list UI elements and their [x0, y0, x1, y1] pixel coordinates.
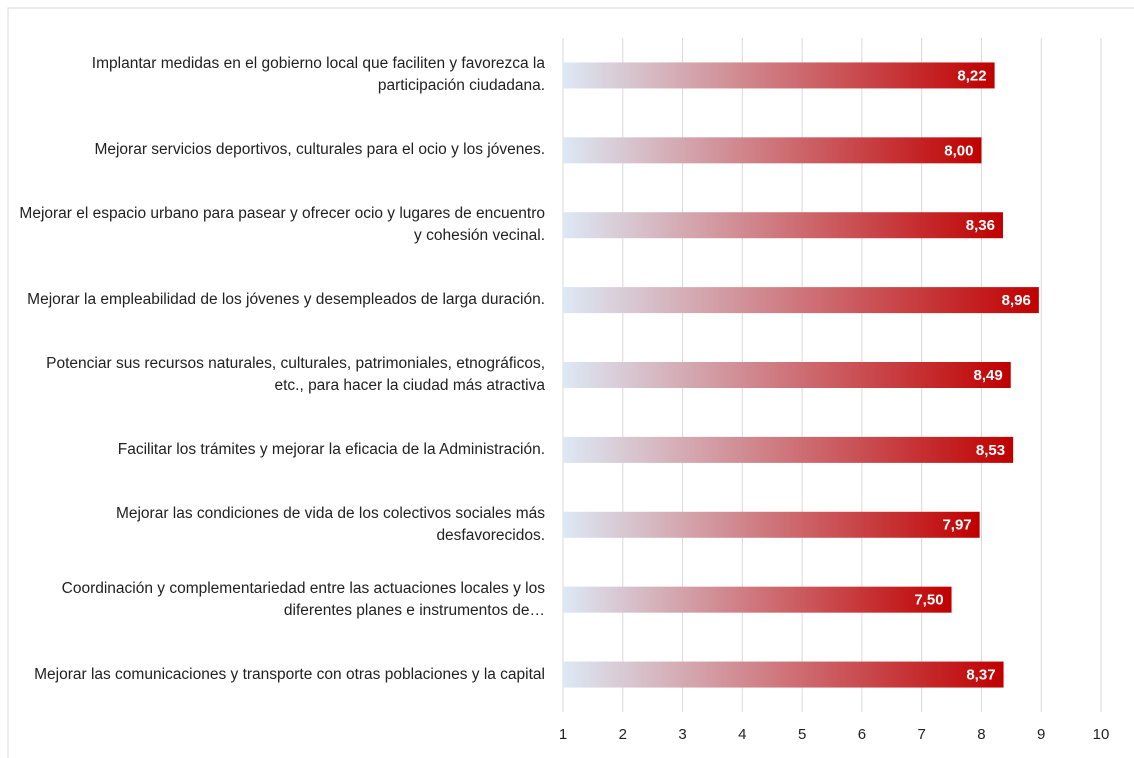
category-label: Coordinación y complementariedad entre l… — [61, 579, 545, 619]
value-label: 8,37 — [966, 667, 995, 684]
x-tick-label: 2 — [619, 726, 627, 743]
category-label: Mejorar la empleabilidad de los jóvenes … — [27, 291, 545, 309]
value-label: 8,00 — [944, 142, 973, 159]
x-tick-label: 6 — [858, 726, 866, 743]
category-label: Facilitar los trámites y mejorar la efic… — [117, 440, 545, 458]
value-label: 8,49 — [974, 367, 1003, 384]
frame — [7, 7, 1134, 758]
value-label: 8,96 — [1002, 292, 1031, 309]
bar — [563, 511, 980, 538]
category-label: Mejorar las comunicaciones y transporte … — [34, 665, 545, 683]
x-tick-label: 1 — [559, 726, 567, 743]
bar — [563, 586, 952, 613]
category-label: Mejorar el espacio urbano para pasear y … — [19, 205, 545, 245]
bar — [563, 287, 1039, 314]
category-label: Mejorar las condiciones de vida de los c… — [115, 504, 545, 544]
bar — [563, 436, 1014, 463]
x-tick-label: 10 — [1093, 726, 1110, 743]
value-label: 8,36 — [966, 217, 995, 234]
x-tick-label: 4 — [738, 726, 746, 743]
x-tick-label: 7 — [917, 726, 925, 743]
value-label: 8,22 — [957, 67, 986, 84]
value-label: 7,50 — [914, 592, 943, 609]
bar — [563, 62, 995, 89]
value-label: 7,97 — [942, 517, 971, 534]
x-tick-label: 5 — [798, 726, 806, 743]
bar — [563, 362, 1011, 388]
bar — [563, 661, 1004, 688]
x-tick-label: 8 — [977, 726, 985, 743]
x-tick-label: 3 — [678, 726, 686, 743]
bar — [563, 212, 1003, 239]
category-label: Implantar medidas en el gobierno local q… — [91, 55, 545, 95]
category-label: Mejorar servicios deportivos, culturales… — [94, 141, 545, 159]
category-label: Potenciar sus recursos naturales, cultur… — [46, 355, 545, 394]
value-label: 8,53 — [976, 442, 1005, 459]
bar — [563, 137, 982, 164]
x-tick-label: 9 — [1037, 726, 1045, 743]
